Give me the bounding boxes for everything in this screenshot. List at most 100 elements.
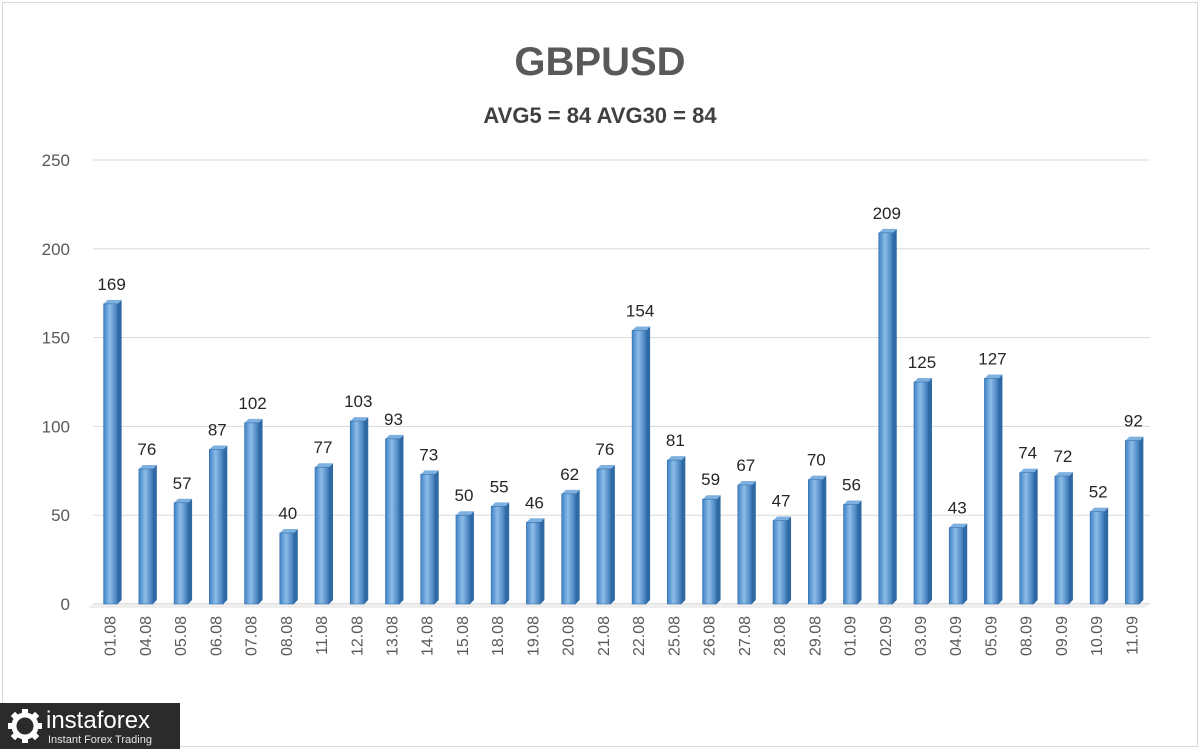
y-tick-label: 0 xyxy=(61,595,70,614)
x-tick-label: 07.08 xyxy=(244,616,261,656)
data-label: 103 xyxy=(344,392,372,411)
bar-top xyxy=(1125,436,1144,441)
data-label: 47 xyxy=(772,492,791,511)
x-tick-label: 14.08 xyxy=(420,616,437,656)
bar-top xyxy=(737,481,756,486)
y-tick-label: 150 xyxy=(42,329,70,348)
data-label: 62 xyxy=(560,465,579,484)
data-label: 93 xyxy=(384,410,403,429)
data-label: 40 xyxy=(278,504,297,523)
bar-top xyxy=(420,470,439,475)
bar-side xyxy=(1033,468,1038,604)
bar-top xyxy=(773,516,792,521)
data-label: 72 xyxy=(1053,447,1072,466)
bar-side xyxy=(505,502,510,604)
bar-side xyxy=(188,498,193,604)
data-label: 102 xyxy=(238,394,266,413)
data-label: 73 xyxy=(419,445,438,464)
bar xyxy=(244,422,259,605)
x-tick-label: 01.09 xyxy=(843,616,860,656)
data-label: 87 xyxy=(208,420,227,439)
bar-top xyxy=(526,518,545,523)
bar-top xyxy=(984,374,1003,379)
x-tick-label: 12.08 xyxy=(349,616,366,656)
data-label: 55 xyxy=(490,477,509,496)
data-label: 169 xyxy=(97,275,125,294)
x-tick-label: 11.09 xyxy=(1124,616,1141,655)
data-label: 127 xyxy=(978,349,1006,368)
bar-top xyxy=(279,528,298,533)
x-tick-label: 05.09 xyxy=(983,616,1000,656)
data-label: 76 xyxy=(137,440,156,459)
data-label: 77 xyxy=(314,438,333,457)
bar-top xyxy=(103,299,122,304)
chart-subtitle: AVG5 = 84 AVG30 = 84 xyxy=(483,103,717,128)
bar-top xyxy=(878,228,897,233)
gear-logo-icon xyxy=(8,709,42,743)
bar xyxy=(596,468,612,605)
data-label: 57 xyxy=(173,474,192,493)
bar-side xyxy=(963,523,968,604)
logo-brand-text: instaforex xyxy=(46,707,151,734)
bar-top xyxy=(455,511,474,516)
bar-side xyxy=(117,299,122,604)
x-tick-label: 26.08 xyxy=(702,616,719,656)
bar-side xyxy=(857,500,862,604)
bar xyxy=(843,504,858,605)
bar xyxy=(737,484,753,605)
bar xyxy=(667,459,682,605)
bar-top xyxy=(385,434,404,439)
bar xyxy=(1089,511,1105,605)
bar-side xyxy=(610,465,615,604)
bar xyxy=(526,522,541,605)
bar xyxy=(948,527,964,605)
bar-top xyxy=(561,489,580,494)
x-tick-label: 08.09 xyxy=(1019,616,1036,656)
x-tick-label: 05.08 xyxy=(173,616,190,656)
bar xyxy=(702,498,717,605)
bar-side xyxy=(751,481,756,604)
bar-top xyxy=(315,463,334,468)
bar xyxy=(561,493,576,605)
bar-side xyxy=(716,495,721,604)
x-tick-label: 27.08 xyxy=(737,616,754,656)
x-tick-label: 08.08 xyxy=(279,616,296,656)
data-label: 43 xyxy=(948,499,967,518)
bar-side xyxy=(152,465,157,604)
bar xyxy=(1125,440,1140,605)
bar xyxy=(420,474,436,605)
instaforex-logo: instaforex Instant Forex Trading xyxy=(0,703,180,749)
bar xyxy=(103,303,118,605)
bar-side xyxy=(258,418,263,604)
bar-side xyxy=(1139,436,1144,604)
data-label: 74 xyxy=(1018,444,1037,463)
bar-side xyxy=(540,518,545,604)
bar xyxy=(385,438,400,605)
y-tick-label: 250 xyxy=(42,151,70,170)
data-label: 67 xyxy=(736,456,755,475)
bar-top xyxy=(843,500,862,505)
bar-side xyxy=(364,417,369,604)
bar xyxy=(878,232,894,605)
bar-side xyxy=(1068,472,1073,604)
bar-top xyxy=(350,417,369,422)
x-tick-label: 09.09 xyxy=(1054,616,1071,656)
bar-side xyxy=(223,445,228,604)
bar xyxy=(349,420,365,605)
bar xyxy=(138,468,154,605)
bar-side xyxy=(927,378,932,604)
x-tick-label: 04.09 xyxy=(948,616,965,656)
bar-side xyxy=(293,528,298,604)
bar xyxy=(807,479,823,605)
bar-side xyxy=(892,228,897,605)
bar-top xyxy=(491,502,510,507)
data-label: 209 xyxy=(873,204,901,223)
x-tick-label: 04.08 xyxy=(138,616,155,656)
bar-side xyxy=(646,326,651,604)
bar xyxy=(279,532,295,605)
data-label: 46 xyxy=(525,493,544,512)
x-tick-label: 25.08 xyxy=(666,616,683,656)
bar-top xyxy=(632,326,651,331)
bar-top xyxy=(174,498,193,503)
